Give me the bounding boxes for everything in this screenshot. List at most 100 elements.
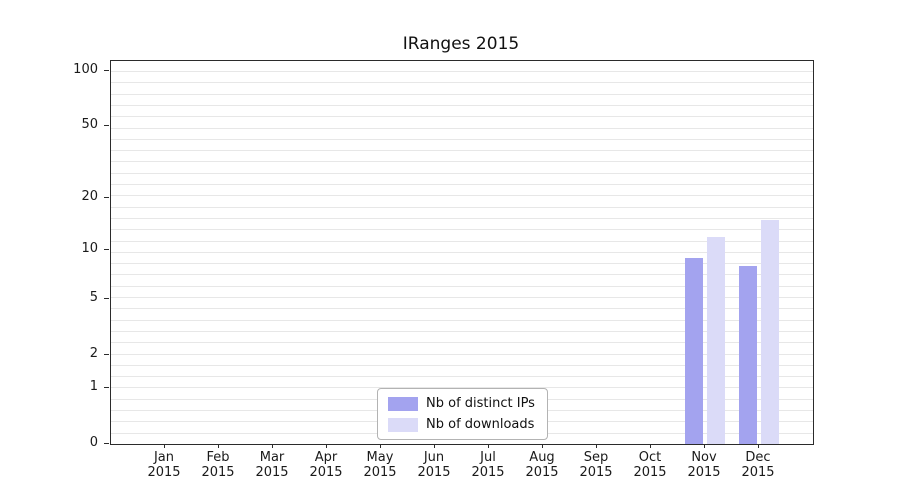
legend-swatch (388, 396, 418, 411)
gridline (111, 364, 813, 366)
y-axis-tick-mark (104, 386, 109, 388)
x-axis-tick-label: Aug 2015 (510, 450, 574, 480)
x-axis-tick-mark (704, 444, 705, 448)
y-axis-tick-mark (104, 196, 109, 198)
x-axis-year-label: 2015 (309, 465, 343, 480)
x-axis-tick-label: Jan 2015 (132, 450, 196, 480)
x-axis-tick-mark (272, 444, 273, 448)
gridline (111, 161, 813, 163)
gridline (111, 251, 813, 253)
gridline (111, 308, 813, 310)
y-axis-tick-mark (104, 70, 109, 71)
x-axis-year-label: 2015 (417, 465, 451, 480)
gridline (111, 138, 813, 140)
y-axis-tick-label: 2 (89, 346, 98, 362)
x-axis-month-label: Aug (529, 450, 555, 465)
gridline (111, 263, 813, 265)
gridline (111, 240, 813, 242)
legend-label: Nb of downloads (426, 417, 535, 432)
x-axis-tick-mark (380, 444, 381, 448)
x-axis-year-label: 2015 (687, 465, 721, 480)
x-axis-year-label: 2015 (633, 465, 667, 480)
legend-item: Nb of distinct IPs (388, 396, 535, 411)
x-axis-year-label: 2015 (363, 465, 397, 480)
gridline (111, 127, 813, 129)
x-axis-year-label: 2015 (147, 465, 181, 480)
x-axis-year-label: 2015 (471, 465, 505, 480)
y-axis-tick-label: 20 (81, 188, 98, 204)
gridline (111, 353, 813, 355)
x-axis-tick-mark (650, 444, 651, 448)
y-axis-tick-label: 1 (89, 378, 98, 394)
gridline (111, 150, 813, 152)
bar-distinct-ips (739, 266, 757, 444)
x-axis-month-label: Dec (745, 450, 771, 465)
x-axis-month-label: Mar (259, 450, 285, 465)
x-axis-tick-label: May 2015 (348, 450, 412, 480)
x-axis-month-label: Jun (423, 450, 445, 465)
x-axis-tick-mark (164, 444, 165, 448)
y-axis-tick-label: 50 (81, 117, 98, 133)
x-axis-month-label: Apr (314, 450, 338, 465)
y-axis-tick-mark (104, 249, 109, 251)
x-axis-tick-label: Jun 2015 (402, 450, 466, 480)
x-axis-tick-label: Feb 2015 (186, 450, 250, 480)
x-axis-year-label: 2015 (201, 465, 235, 480)
gridline (111, 104, 813, 106)
x-axis-tick-mark (542, 444, 543, 448)
legend: Nb of distinct IPs Nb of downloads (377, 388, 548, 440)
gridline (111, 297, 813, 298)
y-axis-tick-mark (104, 298, 109, 300)
gridline (111, 274, 813, 276)
gridline (111, 342, 813, 344)
x-axis-tick-label: Oct 2015 (618, 450, 682, 480)
plot-area (110, 60, 814, 445)
x-axis-tick-mark (218, 444, 219, 448)
gridline (111, 71, 813, 72)
y-axis-tick-label: 0 (89, 435, 98, 450)
x-axis-month-label: Sep (583, 450, 609, 465)
x-axis-year-label: 2015 (741, 465, 775, 480)
gridline (111, 172, 813, 174)
y-axis-tick-mark (104, 354, 109, 356)
gridline (111, 195, 813, 197)
y-axis-tick-label: 5 (89, 290, 98, 306)
x-axis-year-label: 2015 (525, 465, 559, 480)
y-axis-tick-label: 100 (73, 62, 98, 77)
gridline (111, 184, 813, 185)
x-axis-tick-mark (326, 444, 327, 448)
gridline (111, 319, 813, 321)
x-axis-tick-label: Dec 2015 (726, 450, 790, 480)
gridline (111, 285, 813, 287)
x-axis-tick-mark (434, 444, 435, 448)
gridline (111, 217, 813, 219)
gridline (111, 82, 813, 84)
gridline (111, 206, 813, 208)
x-axis-tick-label: Jul 2015 (456, 450, 520, 480)
x-axis-year-label: 2015 (255, 465, 289, 480)
gridline (111, 116, 813, 118)
y-axis-tick-mark (104, 443, 109, 444)
x-axis-month-label: Feb (206, 450, 230, 465)
x-axis-tick-label: Apr 2015 (294, 450, 358, 480)
bar-distinct-ips (685, 257, 703, 444)
x-axis-month-label: Oct (638, 450, 662, 465)
x-axis-month-label: Nov (691, 450, 717, 465)
bar-downloads (707, 236, 725, 444)
x-axis-tick-mark (488, 444, 489, 448)
gridline (111, 229, 813, 231)
x-axis-tick-mark (758, 444, 759, 448)
gridline (111, 330, 813, 332)
legend-swatch (388, 417, 418, 432)
x-axis-tick-label: Nov 2015 (672, 450, 736, 480)
legend-label: Nb of distinct IPs (426, 396, 535, 411)
x-axis-month-label: Jul (480, 450, 496, 465)
x-axis-year-label: 2015 (579, 465, 613, 480)
y-axis-tick-mark (104, 125, 109, 127)
x-axis-month-label: Jan (153, 450, 175, 465)
bar-downloads (761, 219, 779, 444)
legend-item: Nb of downloads (388, 417, 535, 432)
chart-title: IRanges 2015 (402, 34, 520, 54)
x-axis-tick-mark (596, 444, 597, 448)
